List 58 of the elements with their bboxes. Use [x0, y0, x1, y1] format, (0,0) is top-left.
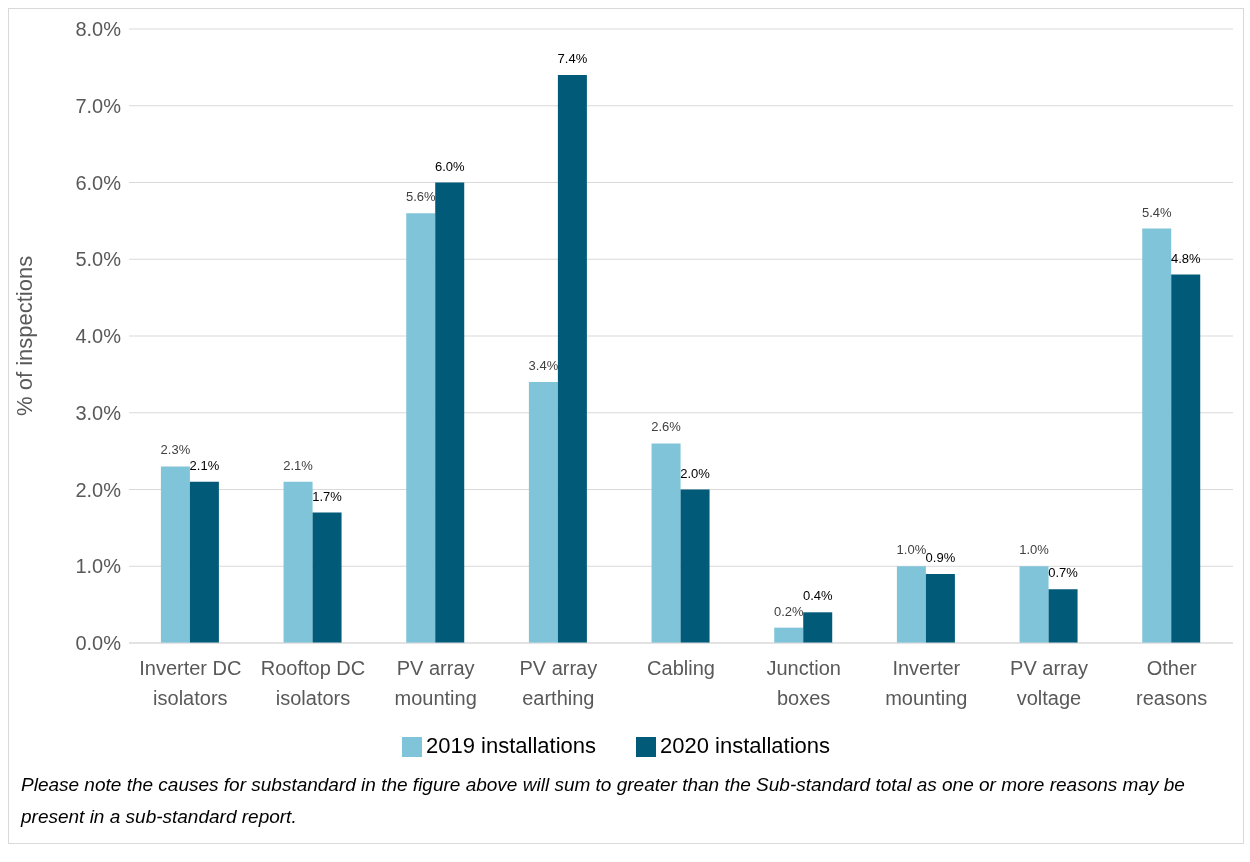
bar — [1048, 589, 1078, 643]
x-tick-label: Inverter mounting — [885, 657, 968, 709]
x-tick-label: PV array voltage — [1010, 657, 1088, 709]
data-label: 2.1% — [189, 457, 220, 473]
y-tick-label: 3.0% — [75, 401, 122, 424]
bar — [1142, 228, 1172, 643]
data-label: 5.6% — [405, 189, 436, 205]
legend-label: 2020 installations — [660, 733, 831, 758]
data-label: 2.0% — [680, 465, 711, 481]
bar — [160, 466, 190, 643]
data-label: 0.9% — [925, 549, 956, 565]
x-tick-label: Inverter DC isolators — [139, 657, 242, 709]
x-tick-label: Other reasons — [1136, 657, 1208, 709]
data-label: 2.6% — [651, 419, 682, 435]
y-tick-label: 6.0% — [75, 171, 122, 194]
bar — [896, 566, 926, 643]
y-tick-label: 7.0% — [75, 94, 122, 117]
x-tick-label: Junction boxes — [766, 657, 841, 709]
bar — [651, 443, 681, 643]
y-tick-label: 5.0% — [75, 248, 122, 271]
data-label: 5.4% — [1141, 204, 1172, 220]
bar — [774, 627, 804, 643]
data-label: 2.3% — [160, 442, 191, 458]
y-tick-label: 4.0% — [75, 325, 122, 348]
bar — [435, 182, 465, 643]
data-label: 1.0% — [896, 542, 927, 558]
x-tick-label: Rooftop DC isolators — [260, 657, 366, 709]
y-axis-title: % of inspections — [11, 255, 37, 416]
y-tick-label: 0.0% — [75, 632, 122, 655]
bar — [803, 612, 833, 643]
bar — [1019, 566, 1049, 643]
data-label: 7.4% — [557, 51, 588, 67]
bar — [283, 481, 313, 643]
bar — [557, 75, 587, 643]
text: Please note the causes for substandard in the figure above will sum to greater than the Sub-standard total as one or more reasons may be present in a sub-standard report. — [19, 773, 1186, 829]
data-label: 1.0% — [1019, 542, 1050, 558]
data-label: 4.8% — [1170, 250, 1201, 266]
data-label: 1.7% — [312, 488, 343, 504]
y-tick-label: 2.0% — [75, 478, 122, 501]
data-label: 2.1% — [283, 457, 314, 473]
x-tick-label: Cabling — [647, 657, 715, 679]
y-tick-label: 8.0% — [75, 18, 122, 41]
bar — [189, 481, 219, 643]
data-label: 0.4% — [802, 588, 833, 604]
x-tick-label: PV array earthing — [519, 657, 598, 709]
bar — [406, 213, 436, 643]
bar — [680, 489, 710, 643]
bar — [925, 573, 955, 643]
x-tick-label: PV array mounting — [394, 657, 477, 709]
legend-label: 2019 installations — [425, 733, 596, 758]
data-label: 6.0% — [434, 158, 465, 174]
bar — [1171, 274, 1201, 643]
data-label: 3.4% — [528, 358, 559, 374]
y-tick-label: 1.0% — [75, 555, 122, 578]
data-label: 0.7% — [1048, 565, 1079, 581]
data-label: 0.2% — [773, 603, 804, 619]
bar — [528, 382, 558, 643]
bar — [312, 512, 342, 643]
